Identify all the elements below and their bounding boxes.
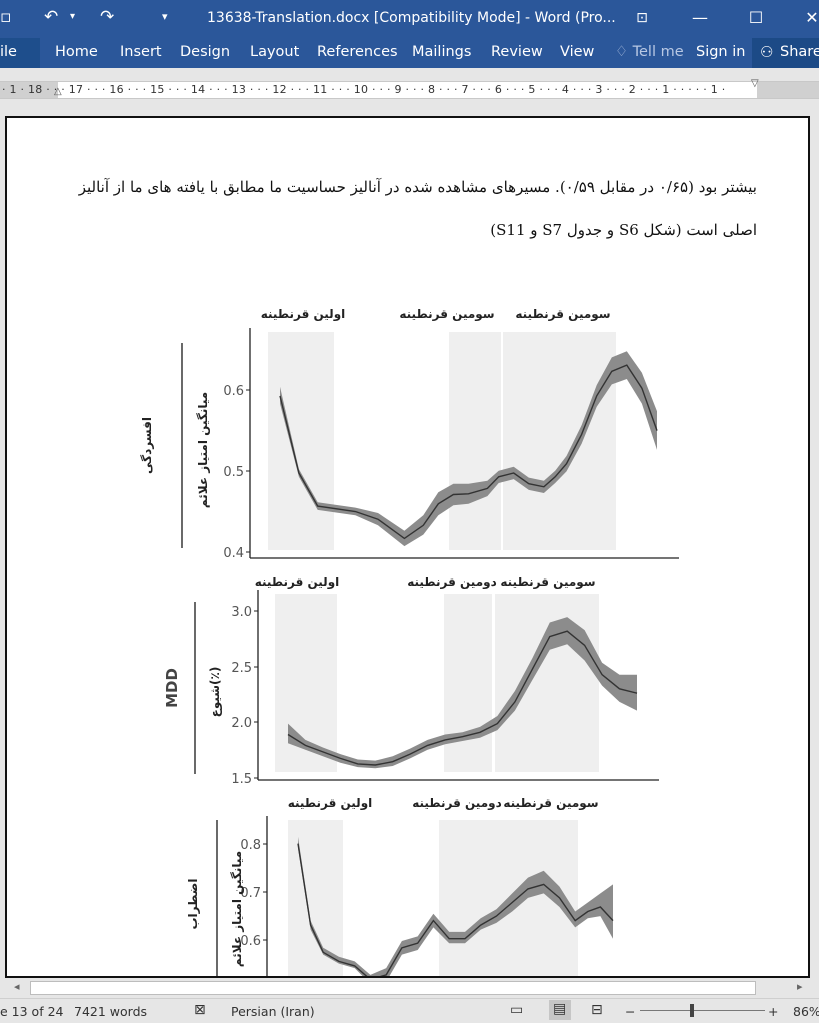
horizontal-ruler[interactable]: · 1 · 18 · · · 17 · · · 16 · · · 15 · · … [0,81,819,99]
window-title: 13638-Translation.docx [Compatibility Mo… [207,10,616,26]
tab-view[interactable]: View [560,44,595,60]
figure-panels: اولین قرنطینه سومین قرنطینه سومین قرنطینه 0… [140,307,679,976]
indent-marker[interactable]: △ [54,86,62,97]
read-mode-icon[interactable]: ▭ [510,1002,524,1018]
scroll-right-icon[interactable]: ▸ [797,980,803,993]
person-icon: ⚇ [760,43,774,61]
word-count[interactable]: 7421 words [74,1004,148,1019]
y-tick-label: 0.7 [240,886,261,901]
lightbulb-icon: ♢ [615,44,628,60]
y-axis-label: میانگین امتیاز علائم [230,851,244,967]
quarantine-label-3: سومین قرنطینه [515,307,610,322]
horizontal-scrollbar[interactable]: ◂ ▸ [0,978,819,998]
row-label: افسردگی [140,417,154,474]
confidence-band [280,351,657,547]
quarantine-label-2: دومین قرنطینه [412,796,502,811]
y-axis-label: میانگین امتیاز علائم [196,392,210,508]
quarantine-band-1 [288,820,343,976]
zoom-in-button[interactable]: + [768,1004,779,1019]
y-tick-label: 2.0 [231,716,252,731]
print-layout-icon[interactable]: ▤ [549,1000,571,1020]
sign-in-link[interactable]: Sign in [696,44,746,60]
series-line [279,364,658,540]
zoom-slider-thumb[interactable] [690,1004,694,1017]
title-bar: ▫ ↶ ▾ ↷ ▾ 13638-Translation.docx [Compat… [0,0,819,38]
undo-dropdown-icon[interactable]: ▾ [70,11,76,22]
quarantine-band-2 [444,594,492,772]
undo-icon[interactable]: ↶ [44,7,59,27]
scroll-thumb[interactable] [30,981,756,995]
maximize-button[interactable]: ☐ [748,8,764,27]
tell-me-label: Tell me [632,44,684,60]
quarantine-band-3 [503,332,616,550]
page-count[interactable]: e 13 of 24 [0,1004,64,1019]
status-bar: e 13 of 24 7421 words ⊠ Persian (Iran) ▭… [0,998,819,1023]
y-tick-label: 0.8 [240,838,261,853]
quarantine-label-3: سومین قرنطینه [500,575,595,590]
quarantine-band-3 [495,594,599,772]
save-icon[interactable]: ▫ [0,7,12,27]
quarantine-label-2: دومین قرنطینه [407,575,497,590]
proofing-icon[interactable]: ⊠ [194,1002,206,1018]
share-button[interactable]: ⚇ Share [752,38,819,68]
ribbon-tabs: ile Home Insert Design Layout References… [0,38,819,68]
close-button[interactable]: ✕ [805,8,819,27]
ruler-area: · 1 · 18 · · · 17 · · · 16 · · · 15 · · … [0,68,819,110]
quarantine-label-2: سومین قرنطینه [399,307,494,322]
y-tick-label: 0.6 [223,384,244,399]
quarantine-band-2 [439,820,483,976]
row-label: MDD [163,668,181,708]
share-label: Share [780,44,819,60]
quarantine-label-1: اولین قرنطینه [255,575,340,590]
confidence-band [288,617,637,769]
web-layout-icon[interactable]: ⊟ [591,1002,603,1018]
y-axis-label: شیوع(٪) [208,667,223,718]
quarantine-band-2 [449,332,501,550]
ruler-margin-left [757,82,819,98]
tab-mailings[interactable]: Mailings [412,44,472,60]
y-tick-label: 3.0 [231,605,252,620]
print-layout-glyph: ▤ [553,1001,567,1017]
y-tick-label: 0.5 [223,465,244,480]
y-tick-label: 0.6 [240,934,261,949]
quarantine-label-3: سومین قرنطینه [503,796,598,811]
minimize-button[interactable]: — [692,8,708,27]
tab-review[interactable]: Review [491,44,543,60]
y-tick-label: 2.5 [231,661,252,676]
tab-home[interactable]: Home [55,44,98,60]
y-tick-label: 0.4 [223,546,244,561]
tab-references[interactable]: References [317,44,398,60]
document-page[interactable]: بیشتر بود (۰/۶۵ در مقابل ۰/۵۹). مسیرهای … [5,116,810,978]
ruler-ticks: · 1 · 18 · · · 17 · · · 16 · · · 15 · · … [2,83,726,96]
series-line [287,630,638,766]
quarantine-band-1 [268,332,334,550]
tab-design[interactable]: Design [180,44,231,60]
tab-layout[interactable]: Layout [250,44,300,60]
redo-icon[interactable]: ↷ [100,7,115,27]
ribbon-display-icon[interactable]: ⊡ [636,10,648,26]
quarantine-label-1: اولین قرنطینه [288,796,373,811]
scroll-left-icon[interactable]: ◂ [14,980,20,993]
first-line-indent-marker[interactable]: ▽ [751,78,759,89]
y-tick-label: 1.5 [231,772,252,787]
zoom-slider-track[interactable] [640,1010,765,1011]
row-label: اضطراب [186,878,200,929]
zoom-level[interactable]: 86% [793,1004,819,1019]
quarantine-label-1: اولین قرنطینه [261,307,346,322]
zoom-out-button[interactable]: − [625,1004,636,1019]
tab-file[interactable]: ile [0,38,40,68]
tell-me-box[interactable]: ♢ Tell me [615,44,684,60]
language-indicator[interactable]: Persian (Iran) [231,1004,315,1019]
tab-insert[interactable]: Insert [120,44,162,60]
ruler-margin-right [0,82,58,98]
series-line [297,843,614,976]
body-paragraph-line-1: بیشتر بود (۰/۶۵ در مقابل ۰/۵۹). مسیرهای … [78,178,757,196]
tab-file-label: ile [0,44,17,60]
body-paragraph-line-2: اصلی است (شکل S6 و جدول S7 و S11) [490,221,757,239]
customize-qat-icon[interactable]: ▾ [162,10,168,23]
